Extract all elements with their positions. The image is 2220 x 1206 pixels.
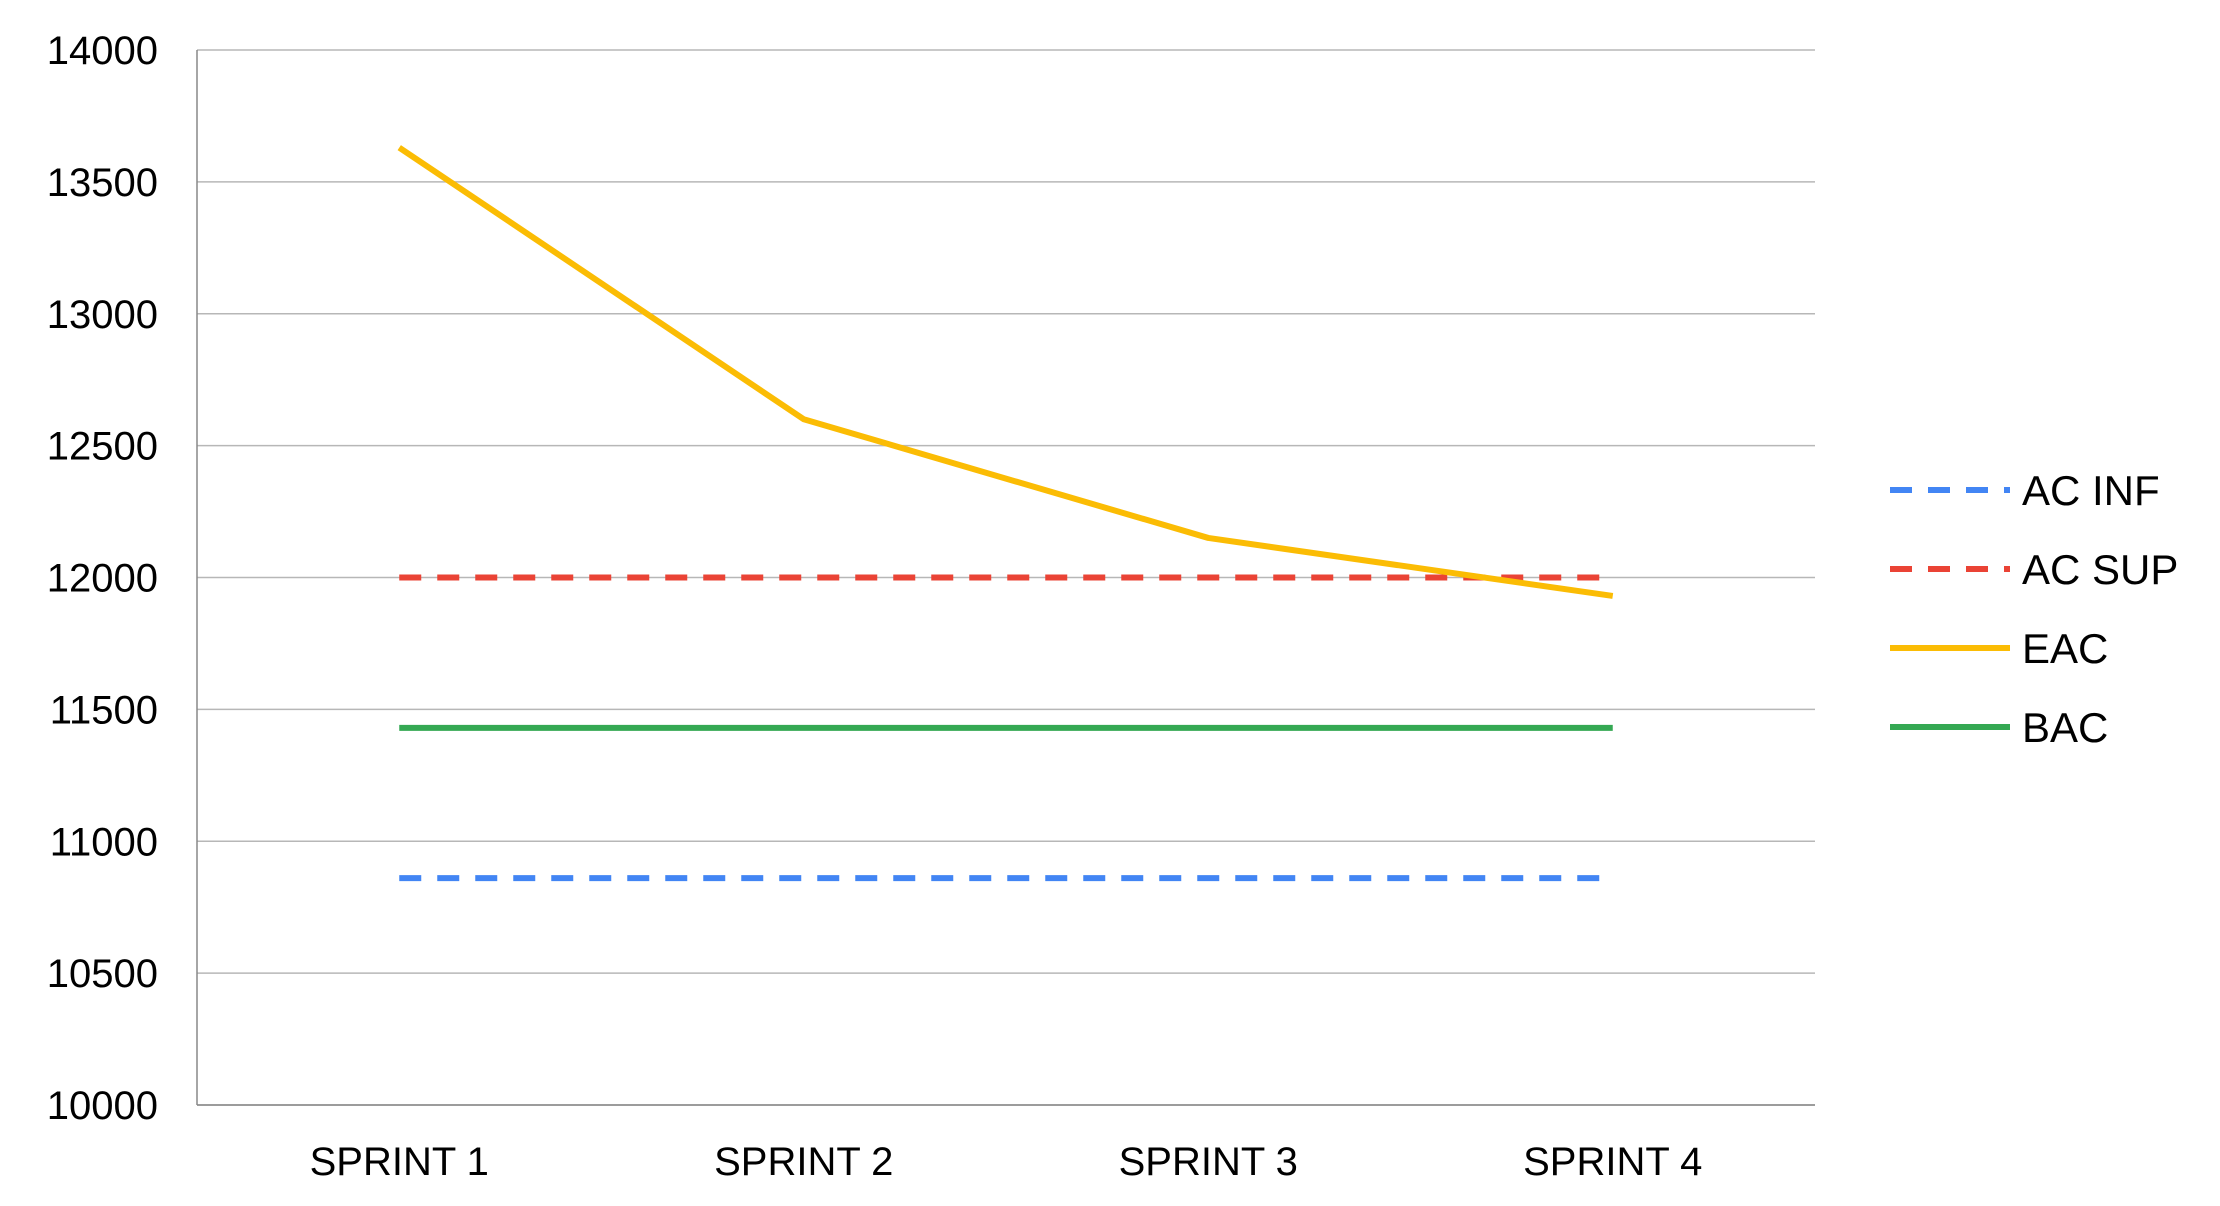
grid-lines xyxy=(197,49,1815,1106)
data-point-ac-sup-1 xyxy=(396,575,402,581)
data-point-eac-4 xyxy=(1610,593,1616,599)
y-tick-label-11500: 11500 xyxy=(50,688,158,732)
data-point-bac-3 xyxy=(1205,725,1211,731)
data-point-bac-1 xyxy=(396,725,402,731)
series-line-eac xyxy=(397,145,1614,599)
data-point-eac-3 xyxy=(1205,535,1211,541)
legend-label-ac-inf: AC INF xyxy=(2022,467,2160,514)
data-point-ac-inf-3 xyxy=(1205,875,1211,881)
legend-label-bac: BAC xyxy=(2022,704,2108,751)
data-point-ac-sup-4 xyxy=(1610,575,1616,581)
legend-item-bac: BAC xyxy=(1890,704,2108,751)
data-point-eac-2 xyxy=(801,416,807,422)
x-tick-label-3: SPRINT 3 xyxy=(1119,1140,1298,1184)
data-point-ac-sup-2 xyxy=(801,575,807,581)
y-tick-label-11000: 11000 xyxy=(50,820,158,864)
x-tick-label-4: SPRINT 4 xyxy=(1523,1140,1702,1184)
y-tick-label-12500: 12500 xyxy=(47,425,158,469)
legend-item-ac-inf: AC INF xyxy=(1890,467,2160,514)
y-tick-label-13000: 13000 xyxy=(47,293,158,337)
axes xyxy=(196,50,1815,1106)
data-point-ac-sup-3 xyxy=(1205,575,1211,581)
legend-item-eac: EAC xyxy=(1890,625,2108,672)
y-tick-labels: 10000 10500 11000 11500 12000 12500 13000 13500… xyxy=(47,29,158,1128)
series-lines xyxy=(396,145,1616,882)
x-tick-labels: SPRINT 1 SPRINT 2 SPRINT 3 SPRINT 4 xyxy=(310,1140,1703,1184)
legend-label-eac: EAC xyxy=(2022,625,2108,672)
x-tick-label-2: SPRINT 2 xyxy=(714,1140,893,1184)
y-tick-label-10000: 10000 xyxy=(47,1084,158,1128)
y-tick-label-10500: 10500 xyxy=(47,952,158,996)
legend-item-ac-sup: AC SUP xyxy=(1890,546,2178,593)
x-tick-label-1: SPRINT 1 xyxy=(310,1140,489,1184)
y-tick-label-12000: 12000 xyxy=(47,557,158,601)
data-point-eac-1 xyxy=(396,145,402,151)
legend-label-ac-sup: AC SUP xyxy=(2022,546,2178,593)
data-point-ac-inf-4 xyxy=(1610,875,1616,881)
y-tick-label-14000: 14000 xyxy=(47,29,158,73)
y-tick-label-13500: 13500 xyxy=(47,161,158,205)
data-point-bac-2 xyxy=(801,725,807,731)
data-point-ac-inf-2 xyxy=(801,875,807,881)
legend: AC INF AC SUP EAC BAC xyxy=(1890,467,2178,751)
data-point-ac-inf-1 xyxy=(396,875,402,881)
data-point-bac-4 xyxy=(1610,725,1616,731)
